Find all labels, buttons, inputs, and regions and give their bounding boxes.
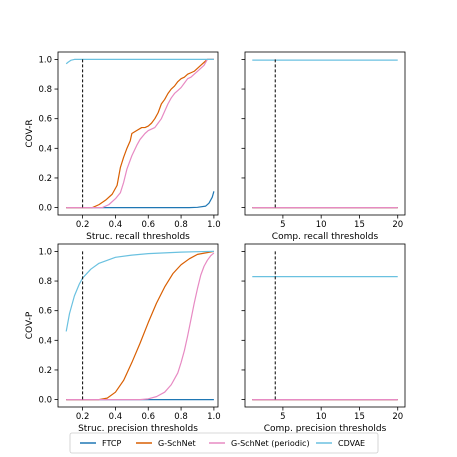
x-tick-label: 1.0 [207,220,221,230]
y-tick-label: 0.2 [38,174,52,184]
x-tick-label: 20 [392,412,403,422]
y-tick-label: 0.0 [38,396,52,406]
x-tick-label: 0.6 [141,412,155,422]
x-tick-label: 1.0 [207,412,221,422]
xlabel-struc-precision: Struc. precision thresholds [78,424,198,434]
plot-area-comp-recall [244,51,406,216]
legend-label-ftcp: FTCP [102,439,121,448]
legend-item-ftcp: FTCP [80,439,121,448]
y-tick-label: 0.2 [38,366,52,376]
ylabel-struc-precision: COV-P [25,311,35,339]
legend: FTCP G-SchNet G-SchNet (periodic) CDVAE [69,432,379,454]
x-tick-label: 0.8 [174,220,188,230]
xlabel-comp-precision: Comp. precision thresholds [264,424,387,434]
x-tick-label: 15 [354,412,365,422]
y-tick-label: 0.0 [38,204,52,214]
legend-label-g-schnet-periodic: G-SchNet (periodic) [231,439,310,448]
y-tick-label: 0.8 [38,85,52,95]
y-tick-label: 0.8 [38,277,52,287]
series-line-cdvae [65,250,214,332]
y-tick-label: 0.4 [38,336,52,346]
legend-item-g-schnet: G-SchNet [136,439,196,448]
x-tick-label: 0.4 [109,412,123,422]
panel-comp-precision: 5 10 15 20 Comp. precision thresholds [241,243,406,434]
legend-item-g-schnet-periodic: G-SchNet (periodic) [209,439,310,448]
panel-struc-precision: 0.2 0.4 0.6 0.8 1.0 0.0 0.2 0.4 0.6 0.8 1.0 Struc.… [25,243,221,434]
series-line-g-schnet [66,58,214,209]
x-tick-label: 0.2 [76,220,90,230]
x-tick-label: 10 [316,220,327,230]
panel-struc-recall: 0.2 0.4 0.6 0.8 1.0 0.0 0.2 0.4 0.6 0.8 1.0 Struc.… [25,51,221,242]
y-tick-label: 0.6 [38,307,52,317]
x-tick-label: 0.2 [76,412,90,422]
x-tick-label: 5 [280,412,285,422]
ylabel-struc-recall: COV-R [25,119,35,147]
plot-area-struc-precision [57,243,219,408]
panel-comp-recall: 5 10 15 20 Comp. recall thresholds [241,51,406,242]
y-tick-label: 1.0 [38,247,52,257]
plot-area-comp-precision [244,243,406,408]
y-tick-label: 0.6 [38,115,52,125]
series-line-g-schnet-periodic [66,252,215,401]
series-line-g-schnet-periodic [66,58,214,209]
series-line-ftcp [66,191,215,209]
plot-area-struc-recall [57,51,219,216]
x-tick-label: 20 [392,220,403,230]
y-tick-label: 0.4 [38,144,52,154]
legend-item-cdvae: CDVAE [316,439,365,448]
y-tick-label: 1.0 [38,55,52,65]
xlabel-comp-recall: Comp. recall thresholds [272,232,379,242]
x-tick-label: 0.6 [141,220,155,230]
x-tick-label: 15 [354,220,365,230]
legend-label-g-schnet: G-SchNet [158,439,196,448]
x-tick-label: 5 [280,220,285,230]
series-line-cdvae [65,58,214,65]
xlabel-struc-recall: Struc. recall thresholds [86,232,190,242]
x-tick-label: 10 [316,412,327,422]
x-tick-label: 0.8 [174,412,188,422]
x-tick-label: 0.4 [109,220,123,230]
series-line-g-schnet [66,250,215,401]
legend-label-cdvae: CDVAE [338,439,365,448]
